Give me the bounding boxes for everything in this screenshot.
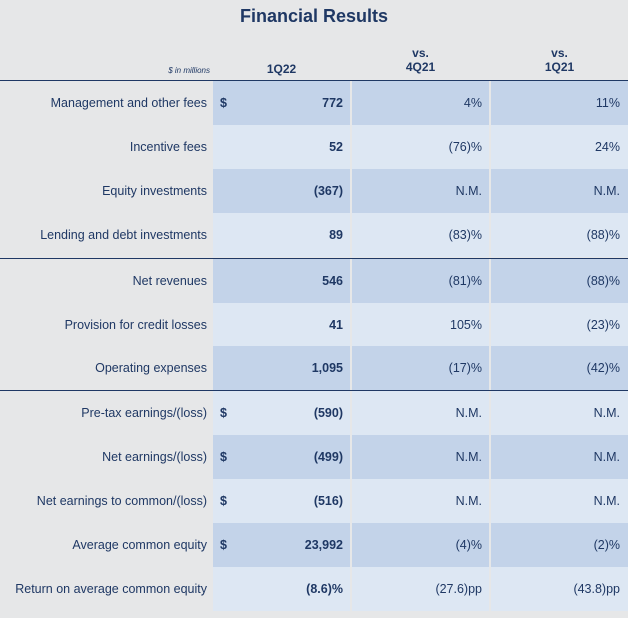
table-row: Incentive fees 52 (76)% 24%	[0, 125, 628, 169]
section-divider	[0, 390, 628, 391]
page-title: Financial Results	[239, 6, 389, 26]
value-vs-4q21: (4)%	[455, 538, 482, 552]
row-label: Equity investments	[102, 184, 207, 198]
section-divider	[0, 258, 628, 259]
value-1q22: 1,095	[311, 361, 343, 375]
value-1q22: (590)	[313, 406, 343, 420]
value-vs-1q21: (42)%	[586, 361, 620, 375]
table-row: Net earnings to common/(loss) $ (516) N.…	[0, 479, 628, 523]
value-1q22: 772	[322, 96, 343, 110]
value-vs-1q21: (43.8)pp	[573, 582, 620, 596]
table-row: Return on average common equity (8.6)% (…	[0, 567, 628, 611]
column-header-period: 4Q21	[405, 60, 436, 74]
dollar-sign: $	[220, 96, 227, 110]
value-vs-4q21: 105%	[450, 318, 482, 332]
unit-label: $ in millions	[168, 66, 210, 75]
table-row: Net earnings/(loss) $ (499) N.M. N.M.	[0, 435, 628, 479]
value-vs-1q21: (88)%	[586, 274, 620, 288]
value-vs-1q21: N.M.	[593, 494, 620, 508]
value-1q22: 23,992	[304, 538, 343, 552]
column-header-period: 1Q21	[544, 60, 575, 74]
value-vs-4q21: N.M.	[455, 406, 482, 420]
dollar-sign: $	[220, 450, 227, 464]
table-row: Pre-tax earnings/(loss) $ (590) N.M. N.M…	[0, 391, 628, 435]
row-label: Net earnings to common/(loss)	[36, 494, 207, 508]
row-label: Net earnings/(loss)	[102, 450, 207, 464]
value-vs-1q21: (2)%	[593, 538, 620, 552]
column-header-vs-1q21: vs. 1Q21	[491, 46, 628, 79]
value-vs-4q21: (76)%	[448, 140, 482, 154]
value-vs-1q21: N.M.	[593, 184, 620, 198]
value-vs-1q21: N.M.	[593, 406, 620, 420]
value-vs-4q21: N.M.	[455, 494, 482, 508]
table-row: Average common equity $ 23,992 (4)% (2)%	[0, 523, 628, 567]
row-label: Average common equity	[72, 538, 207, 552]
value-vs-4q21: (27.6)pp	[435, 582, 482, 596]
value-1q22: 41	[329, 318, 343, 332]
value-1q22: 89	[329, 228, 343, 242]
value-1q22: (499)	[313, 450, 343, 464]
header-divider	[0, 80, 628, 81]
row-label: Management and other fees	[50, 96, 207, 110]
value-vs-1q21: (23)%	[586, 318, 620, 332]
row-label: Pre-tax earnings/(loss)	[81, 406, 207, 420]
row-label: Return on average common equity	[15, 582, 207, 596]
value-1q22: 546	[322, 274, 343, 288]
table-row: Operating expenses 1,095 (17)% (42)%	[0, 346, 628, 390]
value-vs-1q21: (88)%	[586, 228, 620, 242]
column-header-vs-label: vs.	[551, 46, 568, 60]
value-vs-4q21: (81)%	[448, 274, 482, 288]
dollar-sign: $	[220, 494, 227, 508]
value-vs-4q21: 4%	[463, 96, 482, 110]
value-1q22: 52	[329, 140, 343, 154]
value-vs-1q21: 24%	[594, 140, 620, 154]
column-header-1q22: 1Q22	[266, 62, 297, 76]
row-label: Incentive fees	[129, 140, 207, 154]
row-label: Net revenues	[132, 274, 207, 288]
row-label: Provision for credit losses	[64, 318, 207, 332]
row-label: Lending and debt investments	[40, 228, 207, 242]
table-row: Provision for credit losses 41 105% (23)…	[0, 303, 628, 347]
value-1q22: (8.6)%	[306, 582, 343, 596]
table-row: Lending and debt investments 89 (83)% (8…	[0, 213, 628, 257]
value-vs-1q21: 11%	[595, 96, 620, 110]
value-vs-1q21: N.M.	[593, 450, 620, 464]
table-row: Equity investments (367) N.M. N.M.	[0, 169, 628, 213]
value-vs-4q21: (17)%	[448, 361, 482, 375]
value-vs-4q21: N.M.	[455, 450, 482, 464]
value-1q22: (367)	[313, 184, 343, 198]
value-vs-4q21: (83)%	[448, 228, 482, 242]
value-1q22: (516)	[313, 494, 343, 508]
value-vs-4q21: N.M.	[455, 184, 482, 198]
column-header-vs-label: vs.	[412, 46, 429, 60]
row-label: Operating expenses	[95, 361, 207, 375]
dollar-sign: $	[220, 406, 227, 420]
dollar-sign: $	[220, 538, 227, 552]
table-row: Net revenues 546 (81)% (88)%	[0, 259, 628, 303]
table-row: Management and other fees $ 772 4% 11%	[0, 81, 628, 125]
column-header-vs-4q21: vs. 4Q21	[352, 46, 489, 79]
